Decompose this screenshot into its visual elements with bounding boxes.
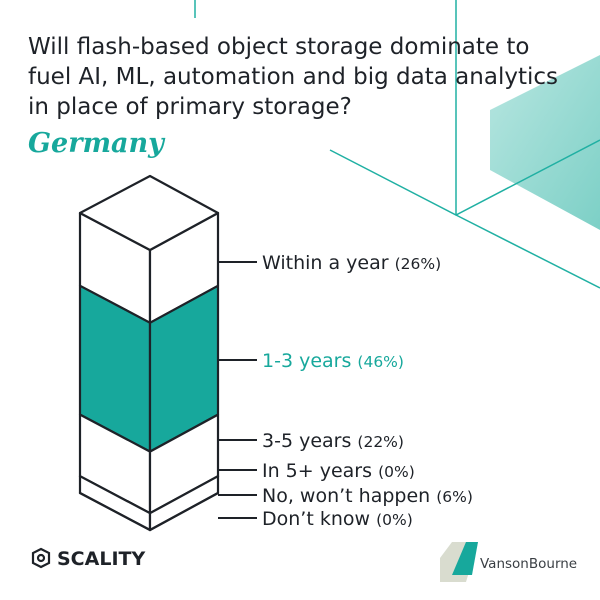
value-label: (22%) xyxy=(357,433,404,451)
title-line: Will flash-based object storage dominate… xyxy=(28,34,529,60)
value-label: (6%) xyxy=(436,488,473,506)
category-name: Within a year xyxy=(262,252,389,274)
value-label: (0%) xyxy=(378,463,415,481)
category-name: In 5+ years xyxy=(262,460,372,482)
decor-lines xyxy=(194,0,600,289)
decor-patch xyxy=(490,55,600,230)
category-label: 3-5 years (22%) xyxy=(262,430,404,452)
category-label: No, won’t happen (6%) xyxy=(262,485,473,507)
title-line: fuel AI, ML, automation and big data ana… xyxy=(28,64,558,90)
logo-text: VansonBourne xyxy=(480,556,577,572)
chart-subtitle: Germany xyxy=(28,128,166,159)
category-name: Don’t know xyxy=(262,508,370,530)
category-name: No, won’t happen xyxy=(262,485,430,507)
category-name: 3-5 years xyxy=(262,430,351,452)
chart-title: Will flash-based object storage dominate… xyxy=(28,34,558,120)
footer-right-logo: VansonBourne xyxy=(440,542,577,582)
column: Within a year (26%) 1-3 years (46%) 3-5 ye… xyxy=(78,174,473,532)
category-label: Within a year (26%) xyxy=(262,252,441,274)
category-label: In 5+ years (0%) xyxy=(262,460,415,482)
value-label: (46%) xyxy=(357,353,404,371)
title-text: Will flash-based object storage dominate… xyxy=(28,34,558,120)
category-label: 1-3 years (46%) xyxy=(262,350,404,372)
category-label: Don’t know (0%) xyxy=(262,508,413,530)
column-top xyxy=(78,174,220,252)
value-label: (0%) xyxy=(376,511,413,529)
footer-left-logo: SCALITY xyxy=(31,547,145,570)
column-right-face xyxy=(148,491,220,532)
category-name: 1-3 years xyxy=(262,350,351,372)
logo-text: SCALITY xyxy=(57,548,145,570)
title-line: in place of primary storage? xyxy=(28,94,352,120)
value-label: (26%) xyxy=(395,255,442,273)
